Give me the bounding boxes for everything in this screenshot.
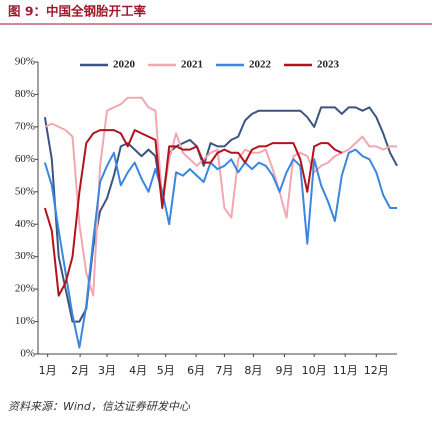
x-tick-label: 10月 bbox=[302, 364, 327, 377]
y-tick-label: 40% bbox=[15, 218, 35, 230]
y-tick-label: 0% bbox=[20, 348, 35, 360]
legend-label: 2023 bbox=[317, 59, 340, 71]
legend-label: 2022 bbox=[249, 59, 272, 71]
y-tick-label: 10% bbox=[15, 315, 35, 327]
series-line bbox=[43, 148, 397, 349]
x-tick-label: 7月 bbox=[215, 364, 233, 377]
y-tick-label: 80% bbox=[15, 88, 35, 100]
x-tick-label: 6月 bbox=[187, 364, 205, 377]
x-tick-label: 5月 bbox=[157, 364, 175, 377]
legend-label: 2020 bbox=[113, 59, 136, 71]
x-tick-label: 8月 bbox=[244, 364, 262, 377]
x-tick-label: 9月 bbox=[275, 364, 293, 377]
x-tick-label: 1月 bbox=[39, 364, 57, 377]
x-tick-label: 12月 bbox=[364, 364, 389, 377]
x-tick-label: 3月 bbox=[98, 364, 116, 377]
source-note: 资料来源：Wind，信达证券研发中心 bbox=[8, 400, 191, 413]
y-tick-label: 70% bbox=[15, 120, 35, 132]
y-tick-label: 90% bbox=[15, 56, 35, 68]
chart-title: 图 9：中国全钢胎开工率 bbox=[8, 4, 147, 19]
x-tick-label: 11月 bbox=[333, 364, 358, 377]
series-line bbox=[43, 106, 398, 323]
x-tick-label: 4月 bbox=[129, 364, 147, 377]
x-tick-label: 2月 bbox=[71, 364, 89, 377]
legend-label: 2021 bbox=[181, 59, 203, 71]
series-line bbox=[44, 96, 397, 297]
series-line bbox=[43, 129, 343, 297]
y-tick-label: 50% bbox=[15, 185, 35, 197]
y-tick-label: 20% bbox=[15, 283, 35, 295]
y-tick-label: 30% bbox=[15, 250, 35, 262]
y-tick-label: 60% bbox=[15, 153, 35, 165]
